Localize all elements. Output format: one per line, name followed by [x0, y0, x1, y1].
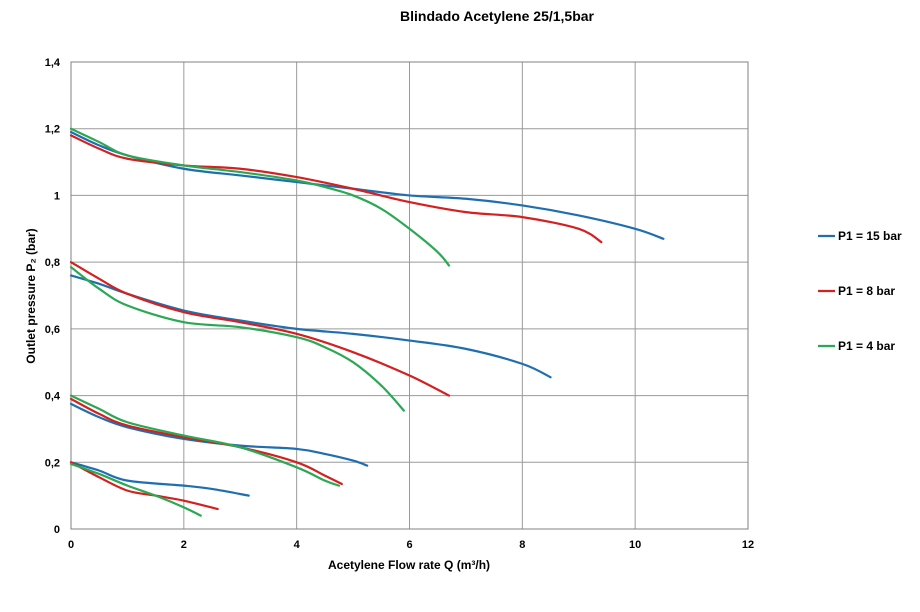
- x-tick-label: 10: [629, 539, 641, 551]
- series-line-p1-8-bar-set-0-4: [69, 397, 343, 486]
- y-tick-label: 1,4: [45, 57, 61, 69]
- series-line-p1-8-bar-set-1-2: [69, 134, 603, 244]
- y-tick-label: 1,2: [45, 124, 60, 136]
- x-axis-label: Acetylene Flow rate Q (m³/h): [328, 558, 490, 572]
- y-tick-label: 0,6: [45, 324, 60, 336]
- series-line-p1-15-bar-set-0-8: [69, 274, 552, 379]
- series-line-p1-4-bar-set-0-2: [69, 462, 202, 517]
- y-tick-label: 0: [54, 524, 60, 536]
- x-tick-label: 6: [406, 539, 412, 551]
- series-line-p1-15-bar-set-1-2: [69, 130, 665, 240]
- series-line-p1-8-bar-set-0-8: [69, 261, 451, 397]
- plot-area: [70, 61, 749, 530]
- series-line-p1-4-bar-set-0-4: [69, 394, 341, 487]
- legend-label: P1 = 4 bar: [838, 339, 895, 353]
- series-line-p1-15-bar-set-0-4: [69, 402, 369, 467]
- y-tick-label: 0,8: [45, 257, 60, 269]
- y-tick-label: 0,4: [45, 391, 61, 403]
- x-tick-label: 12: [742, 539, 754, 551]
- y-tick-label: 1: [54, 190, 60, 202]
- x-axis-ticks: 0 2 4 6 8 10 12: [68, 539, 754, 551]
- series-line-p1-15-bar-set-0-2: [69, 461, 250, 497]
- x-tick-label: 0: [68, 539, 74, 551]
- y-tick-label: 0,2: [45, 457, 60, 469]
- x-tick-label: 8: [519, 539, 525, 551]
- series-lines: [69, 127, 665, 517]
- x-tick-label: 2: [181, 539, 187, 551]
- legend-label: P1 = 8 bar: [838, 284, 895, 298]
- x-tick-label: 4: [294, 539, 301, 551]
- legend: P1 = 15 bar P1 = 8 bar P1 = 4 bar: [818, 229, 902, 353]
- chart-title: Blindado Acetylene 25/1,5bar: [400, 8, 595, 24]
- series-line-p1-8-bar-set-0-2: [69, 461, 219, 511]
- legend-label: P1 = 15 bar: [838, 229, 902, 243]
- grid: [70, 61, 749, 530]
- series-line-p1-4-bar-set-0-8: [69, 266, 405, 412]
- y-axis-ticks: 0 0,2 0,4 0,6 0,8 1 1,2 1,4: [45, 57, 61, 536]
- y-axis-label: Outlet pressure P₂ (bar): [24, 228, 38, 363]
- series-line-p1-4-bar-set-1-2: [69, 127, 451, 267]
